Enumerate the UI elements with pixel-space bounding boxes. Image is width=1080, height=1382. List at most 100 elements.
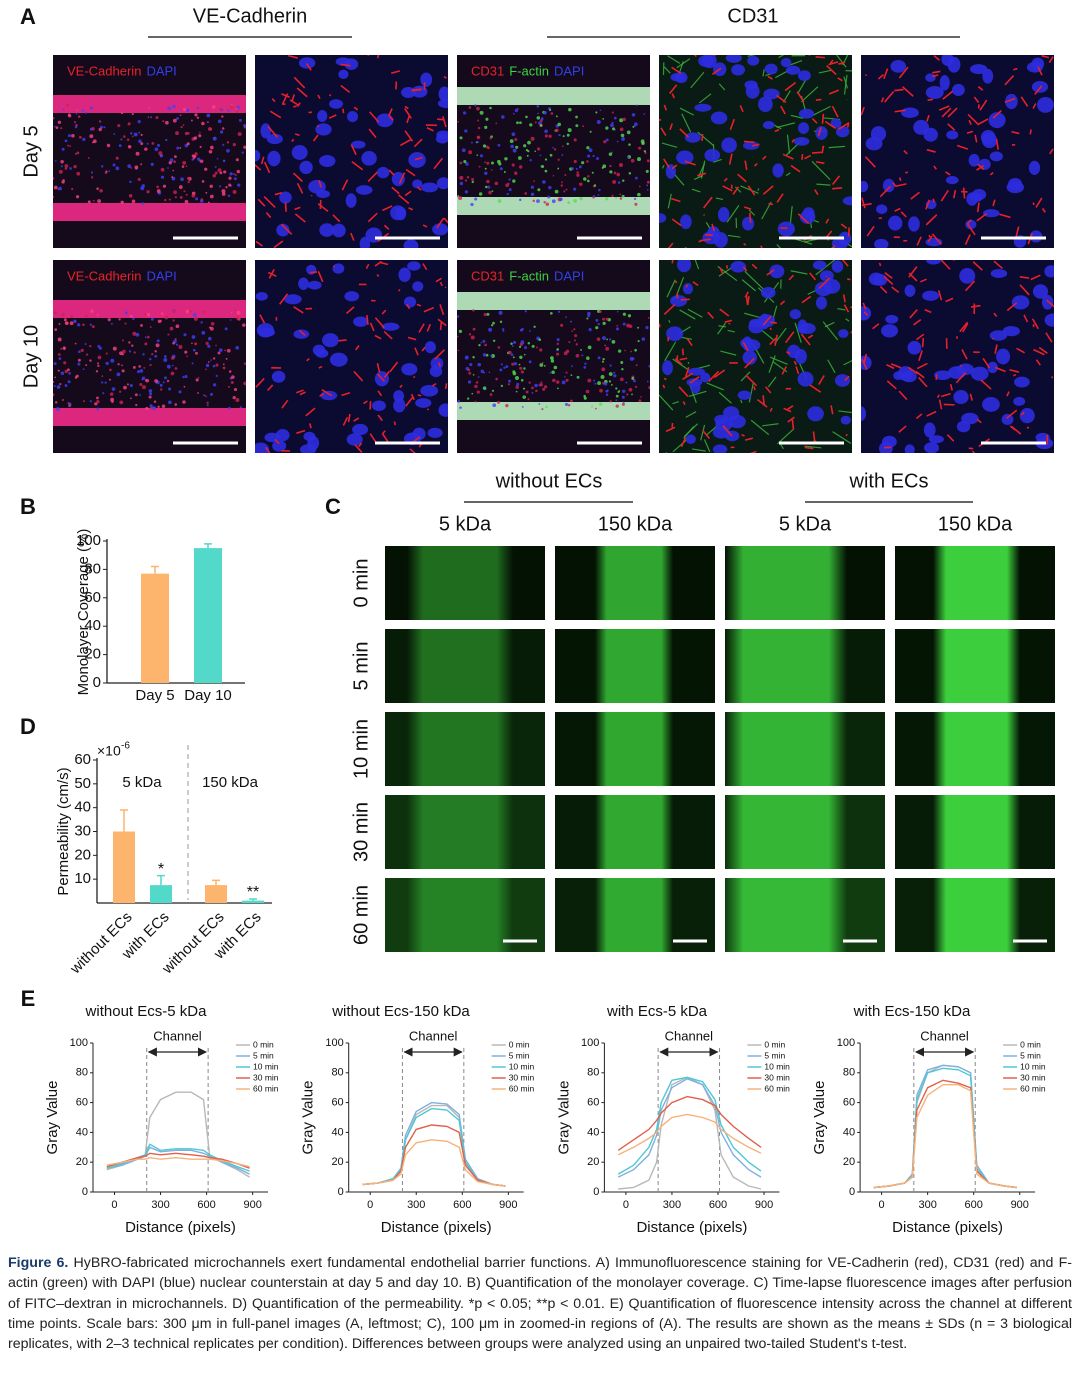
speckle <box>646 189 649 191</box>
speckle <box>115 166 120 171</box>
speckle <box>508 379 511 383</box>
junction <box>663 303 676 315</box>
junction <box>945 171 951 176</box>
speckle <box>622 401 625 404</box>
speckle <box>218 348 223 352</box>
speckle <box>56 385 61 389</box>
series-line <box>362 1139 506 1187</box>
speckle <box>615 394 619 398</box>
nucleus <box>690 381 701 394</box>
speckle <box>204 167 208 171</box>
speckle <box>489 393 493 396</box>
speckle <box>190 119 193 122</box>
nucleus <box>1013 376 1030 388</box>
junction <box>408 207 414 211</box>
bar <box>113 831 135 903</box>
junction <box>807 334 814 339</box>
junction <box>255 240 263 247</box>
junction <box>439 322 443 331</box>
junction <box>814 189 819 196</box>
speckle <box>236 169 240 174</box>
speckle <box>596 120 601 124</box>
junction <box>743 243 747 246</box>
speckle <box>155 116 159 120</box>
speckle <box>67 113 71 116</box>
speckle <box>188 309 192 313</box>
speckle <box>494 181 499 186</box>
speckle <box>75 113 78 115</box>
speckle <box>504 157 508 161</box>
y-axis-label: Gray Value <box>44 1081 61 1155</box>
junction <box>993 312 998 318</box>
speckle <box>565 371 568 374</box>
speckle <box>75 195 80 199</box>
speckle <box>575 353 580 358</box>
nucleus <box>284 294 302 305</box>
speckle <box>89 400 92 403</box>
exponent: -6 <box>121 741 130 752</box>
speckle <box>597 194 600 196</box>
speckle <box>194 113 198 117</box>
speckle <box>536 346 539 349</box>
speckle <box>529 330 531 332</box>
junction <box>824 120 837 130</box>
speckle <box>647 317 650 319</box>
nucleus <box>271 370 286 383</box>
series-line <box>873 1064 1017 1189</box>
junction <box>817 127 822 137</box>
junction <box>970 304 981 308</box>
nucleus <box>882 178 895 193</box>
speckle <box>173 190 177 195</box>
speckle <box>614 129 616 131</box>
junction <box>338 339 347 342</box>
nucleus <box>819 270 834 282</box>
y-tick-label: 20 <box>74 846 91 863</box>
speckle <box>120 200 124 205</box>
error-bar <box>204 543 212 549</box>
speckle <box>157 143 161 147</box>
actin <box>804 445 822 449</box>
junction <box>1041 207 1046 213</box>
speckle <box>512 356 515 359</box>
nucleus <box>359 236 371 248</box>
speckle <box>75 123 78 127</box>
y-tick-label: 20 <box>587 1156 599 1168</box>
speckle <box>206 113 211 118</box>
speckle <box>165 315 168 318</box>
speckle <box>118 144 122 148</box>
actin <box>718 267 732 277</box>
y-axis-label: Permeability (cm/s) <box>55 767 72 895</box>
junction <box>843 304 850 313</box>
actin <box>740 371 751 382</box>
speckle <box>144 342 148 346</box>
image-band <box>53 408 246 426</box>
nucleus <box>345 193 357 208</box>
speckle <box>633 197 637 201</box>
junction <box>679 357 688 361</box>
speckle <box>76 151 80 155</box>
speckle <box>629 356 634 361</box>
speckle <box>64 164 69 168</box>
speckle <box>166 379 170 383</box>
nucleus <box>1044 265 1054 278</box>
speckle <box>182 107 187 112</box>
speckle <box>150 116 153 119</box>
speckle <box>229 105 234 109</box>
speckle <box>583 366 587 369</box>
nucleus <box>315 123 332 136</box>
actin <box>744 270 765 290</box>
y-tick-label: 0 <box>338 1186 344 1198</box>
error-bar <box>151 565 159 574</box>
junction <box>305 407 316 417</box>
nucleus <box>730 261 747 273</box>
speckle <box>512 148 517 153</box>
junction <box>894 109 906 113</box>
junction <box>982 357 991 369</box>
junction <box>768 202 774 206</box>
speckle <box>500 384 504 388</box>
speckle <box>172 319 175 322</box>
speckle <box>63 361 67 365</box>
speckle <box>160 175 165 179</box>
nucleus <box>279 191 292 204</box>
speckle <box>527 342 531 345</box>
